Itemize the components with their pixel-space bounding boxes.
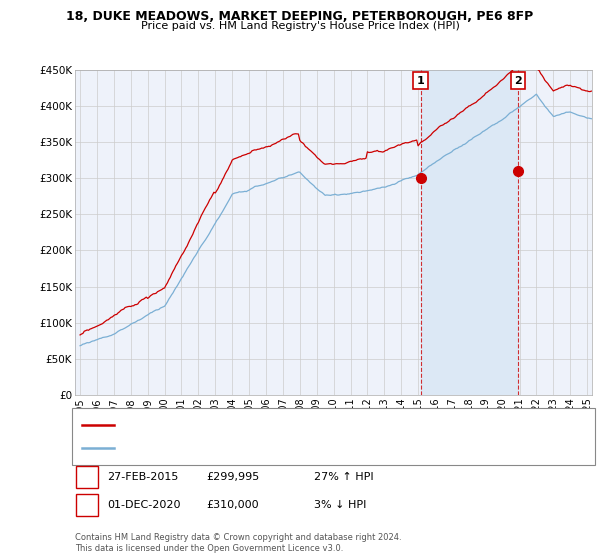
- Text: 18, DUKE MEADOWS, MARKET DEEPING, PETERBOROUGH, PE6 8FP (detached house): 18, DUKE MEADOWS, MARKET DEEPING, PETERB…: [120, 421, 503, 430]
- Text: 01-DEC-2020: 01-DEC-2020: [107, 500, 181, 510]
- Text: 1: 1: [417, 76, 425, 86]
- Text: Price paid vs. HM Land Registry's House Price Index (HPI): Price paid vs. HM Land Registry's House …: [140, 21, 460, 31]
- Text: £310,000: £310,000: [206, 500, 259, 510]
- Bar: [421, 70, 518, 395]
- Text: 27-FEB-2015: 27-FEB-2015: [107, 472, 179, 482]
- Text: 3% ↓ HPI: 3% ↓ HPI: [314, 500, 367, 510]
- Text: 1: 1: [83, 472, 91, 482]
- Text: 27% ↑ HPI: 27% ↑ HPI: [314, 472, 374, 482]
- Text: £299,995: £299,995: [206, 472, 260, 482]
- Text: 18, DUKE MEADOWS, MARKET DEEPING, PETERBOROUGH, PE6 8FP: 18, DUKE MEADOWS, MARKET DEEPING, PETERB…: [67, 10, 533, 23]
- Text: 2: 2: [83, 500, 91, 510]
- Text: HPI: Average price, detached house, South Kesteven: HPI: Average price, detached house, Sout…: [120, 443, 358, 452]
- Text: Contains HM Land Registry data © Crown copyright and database right 2024.
This d: Contains HM Land Registry data © Crown c…: [75, 533, 401, 553]
- Text: 2: 2: [514, 76, 522, 86]
